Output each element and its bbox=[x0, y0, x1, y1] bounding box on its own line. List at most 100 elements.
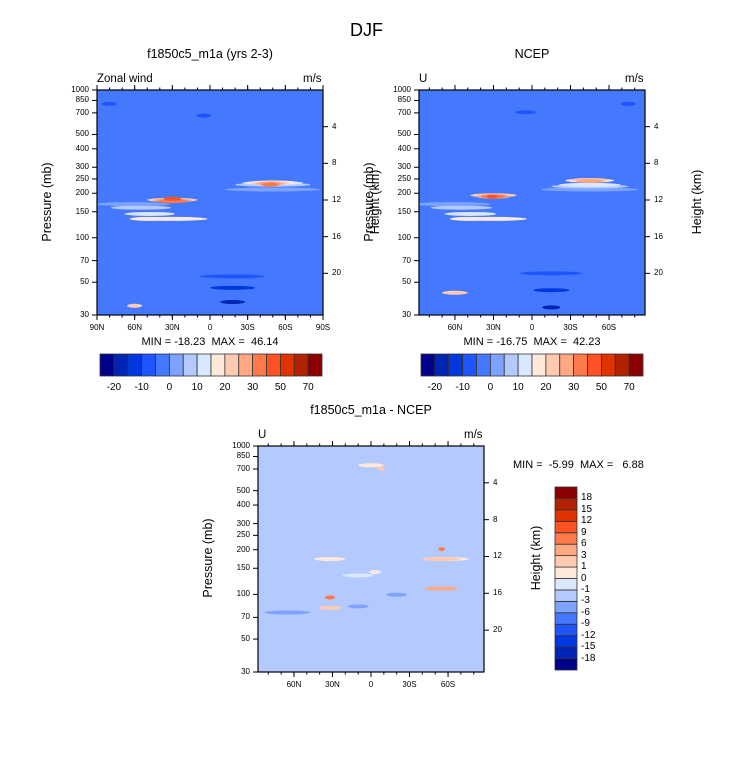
contour-region bbox=[256, 181, 285, 186]
y-tick-label: 400 bbox=[75, 143, 89, 153]
colorbar-box bbox=[293, 353, 309, 377]
contour-region bbox=[220, 299, 246, 304]
colorbar-box bbox=[196, 353, 212, 377]
colorbar-box bbox=[252, 353, 267, 377]
colorbar-box bbox=[554, 612, 578, 625]
colorbar-box bbox=[182, 353, 198, 377]
colorbar-box bbox=[99, 353, 115, 377]
y-tick-label: 1000 bbox=[232, 441, 250, 450]
y-tick-label: 30 bbox=[241, 667, 250, 676]
y2-tick-label: 4 bbox=[332, 121, 337, 131]
x-tick-label: 30S bbox=[563, 323, 578, 332]
colorbar-box bbox=[266, 353, 281, 377]
y-tick-label: 30 bbox=[402, 310, 411, 319]
y-axis-title: Pressure (mb) bbox=[201, 518, 215, 598]
colorbar-label: -15 bbox=[581, 641, 596, 653]
y-tick-label: 150 bbox=[236, 563, 250, 573]
contour-region bbox=[264, 610, 311, 615]
colorbar-box bbox=[628, 353, 644, 377]
contour-region bbox=[386, 592, 407, 597]
y-tick-label: 700 bbox=[397, 107, 411, 117]
contour-region bbox=[620, 101, 637, 106]
y-tick-label: 100 bbox=[397, 232, 411, 242]
colorbar-label: 70 bbox=[623, 382, 635, 393]
y-axis-title: Pressure (mb) bbox=[362, 161, 376, 242]
colorbar-label: 30 bbox=[568, 382, 580, 393]
contour-region bbox=[97, 202, 170, 207]
colorbar-box bbox=[554, 509, 578, 522]
colorbar-label: 50 bbox=[274, 382, 286, 393]
colorbar-box bbox=[476, 353, 491, 377]
contour-region bbox=[542, 305, 561, 310]
x-tick-label: 0 bbox=[368, 680, 374, 689]
y2-tick-label: 20 bbox=[654, 268, 663, 278]
x-tick-label: 30S bbox=[240, 323, 255, 332]
colorbar-box bbox=[554, 600, 578, 614]
colorbar-box bbox=[434, 353, 450, 377]
y-tick-label: 250 bbox=[75, 173, 89, 183]
x-tick-label: 90S bbox=[315, 323, 331, 332]
colorbar-box bbox=[554, 635, 578, 648]
colorbar-label: 15 bbox=[581, 503, 593, 515]
y2-tick-label: 16 bbox=[332, 231, 341, 241]
contour-region bbox=[520, 271, 583, 276]
contour-region bbox=[449, 216, 491, 221]
colorbar-box bbox=[554, 566, 578, 579]
contour-region bbox=[124, 211, 175, 216]
y-tick-label: 500 bbox=[397, 129, 411, 139]
y-tick-label: 1000 bbox=[393, 85, 411, 94]
y-tick-label: 70 bbox=[402, 255, 411, 265]
colorbar-box bbox=[587, 353, 602, 377]
y2-axis-title: Height (km) bbox=[529, 525, 543, 591]
colorbar-label: 6 bbox=[581, 538, 587, 550]
colorbar-label: -12 bbox=[581, 629, 596, 641]
y2-tick-label: 12 bbox=[654, 194, 663, 204]
x-tick-label: 0 bbox=[207, 323, 213, 332]
contour-region bbox=[419, 202, 491, 207]
contour-region bbox=[558, 182, 621, 187]
colorbar-box bbox=[554, 532, 578, 545]
units-label: m/s bbox=[303, 73, 322, 85]
colorbar-box bbox=[554, 646, 578, 659]
y-tick-label: 250 bbox=[397, 173, 411, 183]
colorbar-label: 3 bbox=[581, 549, 587, 561]
colorbar-label: -10 bbox=[134, 382, 149, 393]
y-tick-label: 150 bbox=[397, 206, 411, 216]
y2-tick-label: 8 bbox=[332, 158, 337, 168]
colorbar-label: 20 bbox=[540, 382, 552, 393]
colorbar-label: 30 bbox=[247, 382, 259, 393]
y2-tick-label: 16 bbox=[493, 588, 502, 598]
y2-axis-title: Height (km) bbox=[690, 169, 704, 234]
min-max-label: MIN = -5.99 MAX = 6.88 bbox=[513, 459, 644, 471]
y2-tick-label: 12 bbox=[493, 551, 502, 561]
colorbar-box bbox=[559, 353, 575, 377]
y2-tick-label: 4 bbox=[493, 477, 498, 487]
x-tick-label: 60S bbox=[278, 323, 293, 332]
y-tick-label: 850 bbox=[75, 95, 89, 105]
y-tick-label: 700 bbox=[75, 107, 89, 117]
contour-region bbox=[565, 178, 615, 183]
colorbar-box bbox=[554, 498, 578, 511]
colorbar-label: 9 bbox=[581, 526, 587, 538]
colorbar-box bbox=[531, 353, 547, 377]
colorbar-box bbox=[573, 353, 588, 377]
x-tick-label: 60N bbox=[286, 680, 302, 689]
panel-title: f1850c5_m1a (yrs 2-3) bbox=[147, 47, 273, 61]
contour-region bbox=[153, 198, 192, 203]
contour-background bbox=[419, 90, 645, 315]
contour-region bbox=[438, 547, 445, 552]
y-tick-label: 200 bbox=[236, 544, 250, 554]
colorbar-label: 18 bbox=[581, 492, 593, 504]
y2-tick-label: 20 bbox=[332, 268, 341, 278]
x-tick-label: 60S bbox=[601, 323, 617, 332]
y-tick-label: 500 bbox=[236, 485, 250, 495]
y-tick-label: 400 bbox=[236, 500, 250, 510]
x-tick-label: 0 bbox=[529, 323, 535, 332]
contour-region bbox=[137, 216, 208, 221]
units-label: m/s bbox=[464, 429, 483, 441]
y-tick-label: 300 bbox=[75, 162, 89, 172]
x-tick-label: 60N bbox=[127, 323, 142, 332]
contour-region bbox=[540, 187, 639, 192]
y-tick-label: 500 bbox=[75, 129, 89, 139]
contour-region bbox=[551, 184, 629, 189]
